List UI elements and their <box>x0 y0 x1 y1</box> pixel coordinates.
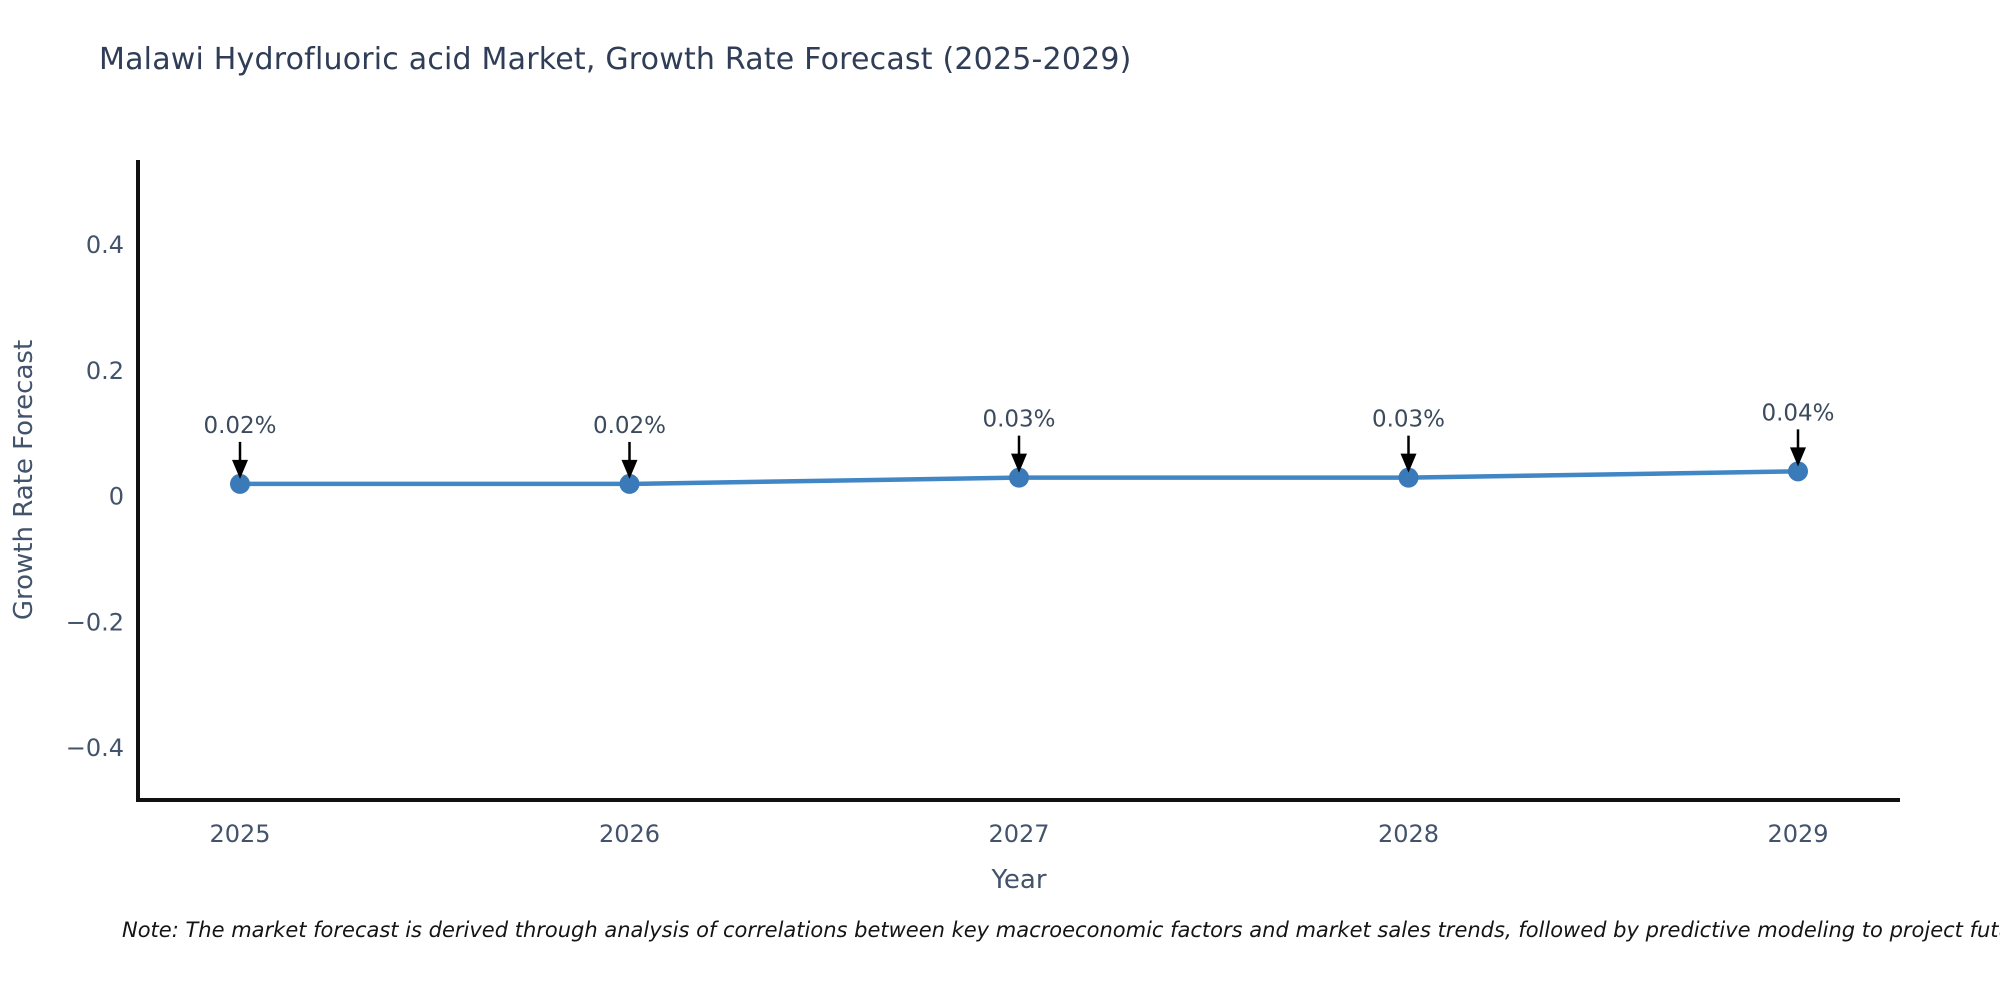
data-point-label: 0.02% <box>203 413 276 439</box>
data-point-label: 0.03% <box>982 407 1055 433</box>
chart-footnote: Note: The market forecast is derived thr… <box>122 918 2000 942</box>
data-point-marker[interactable] <box>230 473 250 494</box>
data-point-marker[interactable] <box>1009 467 1029 488</box>
y-tick-label: 0.4 <box>86 231 124 259</box>
x-tick-label: 2027 <box>988 820 1049 848</box>
x-tick-label: 2028 <box>1378 820 1439 848</box>
chart-title: Malawi Hydrofluoric acid Market, Growth … <box>99 42 1132 77</box>
y-tick-label: 0.2 <box>86 357 124 385</box>
x-tick-label: 2029 <box>1767 820 1828 848</box>
data-point-label: 0.03% <box>1372 407 1445 433</box>
x-axis-title: Year <box>990 865 1046 895</box>
y-tick-label: −0.2 <box>66 608 124 636</box>
annotation-arrowhead <box>1011 453 1027 473</box>
x-tick-label: 2026 <box>599 820 660 848</box>
data-point-label: 0.02% <box>593 413 666 439</box>
annotation-arrowhead <box>232 459 248 479</box>
annotation-arrowhead <box>1400 453 1417 473</box>
x-tick-label: 2025 <box>209 820 270 848</box>
y-tick-label: −0.4 <box>66 734 124 762</box>
y-tick-label: 0 <box>109 483 124 511</box>
annotation-arrowhead <box>1790 447 1806 467</box>
data-point-marker[interactable] <box>1788 461 1808 482</box>
data-point-marker[interactable] <box>1398 467 1419 488</box>
data-point-marker[interactable] <box>619 473 640 494</box>
annotation-arrowhead <box>621 459 638 479</box>
data-point-label: 0.04% <box>1761 400 1834 426</box>
y-axis-title: Growth Rate Forecast <box>9 340 39 620</box>
